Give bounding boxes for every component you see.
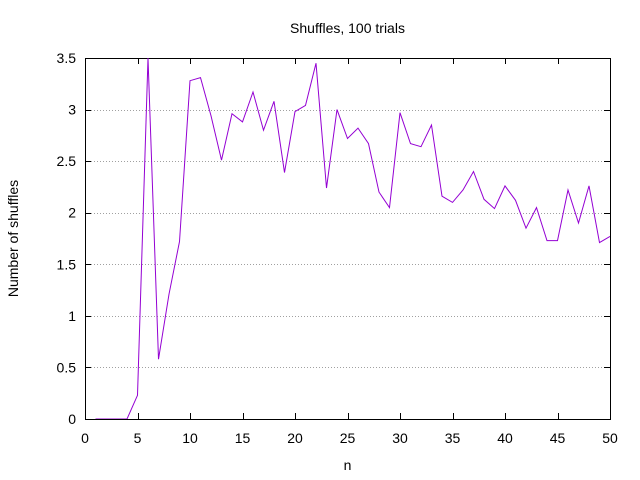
x-tick-label: 45 (550, 430, 566, 446)
x-tick-label: 0 (81, 430, 89, 446)
x-tick-label: 30 (392, 430, 408, 446)
grid-lines (85, 110, 610, 368)
x-tick-label: 25 (340, 430, 356, 446)
x-tick-label: 40 (497, 430, 513, 446)
y-tick-label: 0 (68, 411, 76, 427)
x-tick-label: 35 (445, 430, 461, 446)
y-tick-label: 3.5 (57, 50, 77, 66)
axis-ticks (85, 58, 611, 420)
series-line (95, 58, 610, 419)
y-tick-label: 3 (68, 102, 76, 118)
x-axis-label: n (344, 457, 352, 473)
x-tick-label: 5 (134, 430, 142, 446)
x-tick-labels: 0 5 10 15 20 25 30 35 40 45 50 (81, 430, 618, 446)
y-tick-label: 2 (68, 205, 76, 221)
y-axis-label: Number of shuffles (5, 180, 21, 297)
x-tick-label: 50 (602, 430, 618, 446)
series-layer (95, 58, 610, 419)
y-tick-label: 2.5 (57, 153, 77, 169)
x-tick-label: 10 (182, 430, 198, 446)
y-tick-label: 0.5 (57, 359, 77, 375)
chart-title: Shuffles, 100 trials (290, 20, 405, 36)
y-tick-label: 1 (68, 308, 76, 324)
x-tick-label: 20 (287, 430, 303, 446)
y-tick-labels: 0 0.5 1 1.5 2 2.5 3 3.5 (57, 50, 77, 427)
plot-area-frame (85, 58, 611, 420)
x-tick-label: 15 (235, 430, 251, 446)
y-tick-label: 1.5 (57, 256, 77, 272)
